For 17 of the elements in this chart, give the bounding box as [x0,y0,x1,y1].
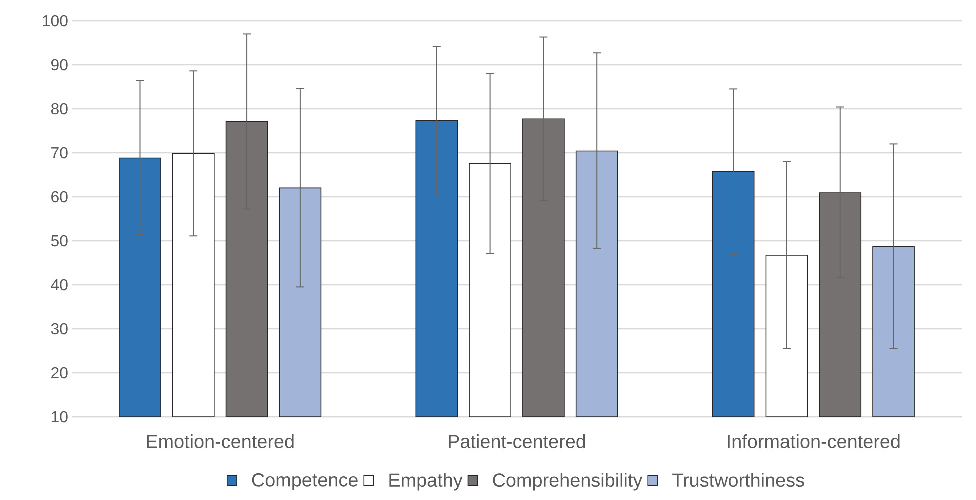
legend-label: Trustworthiness [672,473,804,488]
y-tick-label: 60 [52,191,68,203]
y-tick-label: 20 [52,367,68,379]
y-tick-label: 40 [51,279,68,291]
x-tick-label: Patient-centered [449,434,586,448]
y-tick-label: 50 [51,235,68,247]
legend-label: Competence [252,473,358,491]
x-tick-label: Emotion-centered [147,434,294,448]
y-tick-label: 10 [52,411,68,423]
y-tick-label: 30 [51,323,68,335]
x-tick-label: Information-centered [728,434,900,448]
y-tick-label: 70 [52,147,68,159]
y-tick-label: 100 [43,15,68,27]
y-tick-label: 80 [51,103,68,115]
y-tick-label: 90 [52,59,68,71]
legend-label: Comprehensibility [493,473,643,491]
legend-label: Empathy [390,473,463,491]
